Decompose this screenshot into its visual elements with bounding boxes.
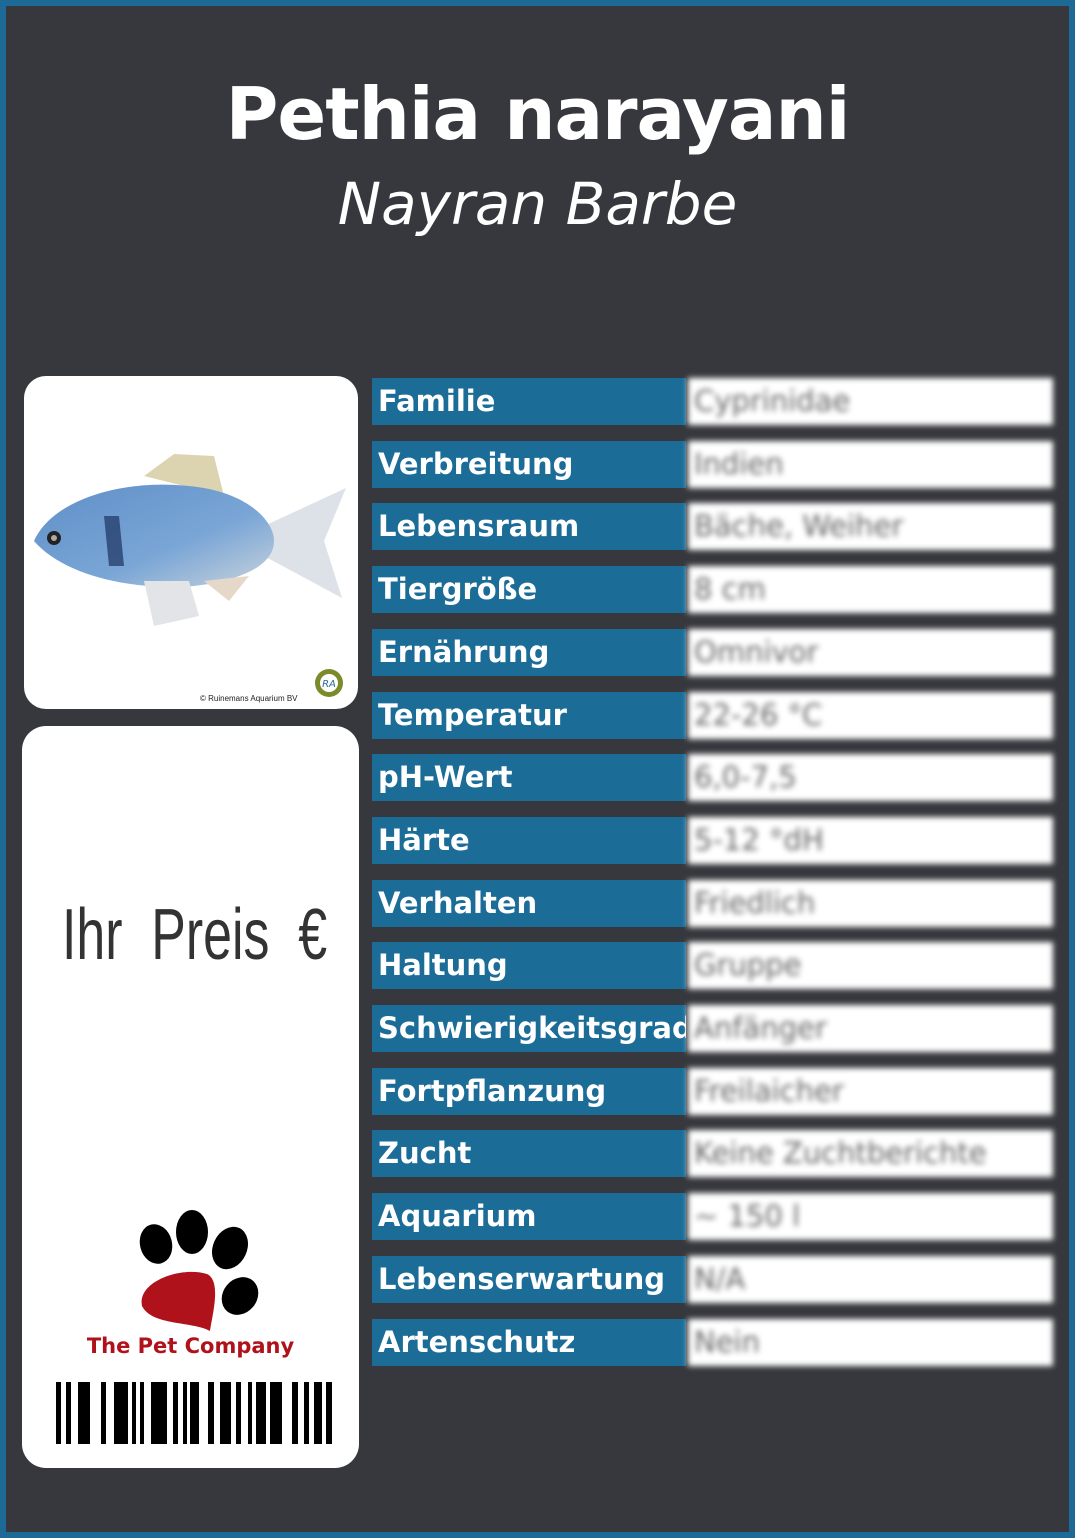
info-value: 6,0-7,5 [688, 754, 1053, 802]
info-row: Schwierigkeitsgrad Anfänger [372, 1005, 1053, 1052]
info-row: Lebensraum Bäche, Weiher [372, 503, 1053, 551]
info-value: Gruppe [688, 942, 1053, 990]
paw-logo-icon [139, 1210, 259, 1331]
info-value: Omnivor [688, 628, 1053, 676]
info-value: Friedlich [688, 879, 1053, 927]
info-label: Artenschutz [372, 1318, 686, 1366]
info-row: Aquarium ~ 150 l [372, 1193, 1053, 1241]
ruinemans-logo-icon: RA [315, 669, 343, 697]
info-label: Fortpflanzung [372, 1067, 686, 1115]
info-row: Verbreitung Indien [372, 440, 1053, 488]
info-row: Haltung Gruppe [372, 942, 1053, 990]
info-label: Haltung [372, 942, 686, 990]
fish-image [34, 454, 346, 626]
info-value: Keine Zuchtberichte [688, 1130, 1053, 1178]
info-row: Zucht Keine Zuchtberichte [372, 1130, 1053, 1178]
info-value: Anfänger [688, 1005, 1053, 1052]
info-row: Lebenserwartung N/A [372, 1255, 1053, 1303]
info-label: Tiergröße [372, 566, 686, 614]
info-label: Lebenserwartung [372, 1255, 686, 1303]
info-row: pH-Wert 6,0-7,5 [372, 754, 1053, 802]
info-value: Nein [688, 1318, 1053, 1366]
info-value: 22-26 °C [688, 691, 1053, 739]
info-row: Härte 5-12 °dH [372, 816, 1053, 864]
barcode [56, 1382, 332, 1444]
info-label: Temperatur [372, 691, 686, 739]
info-value: Indien [688, 440, 1053, 488]
info-row: Tiergröße 8 cm [372, 566, 1053, 614]
info-label: Schwierigkeitsgrad [372, 1005, 686, 1052]
info-row: Ernährung Omnivor [372, 628, 1053, 676]
info-value: Bäche, Weiher [688, 503, 1053, 551]
info-value: Cyprinidae [688, 378, 1053, 425]
info-value: 8 cm [688, 566, 1053, 614]
info-label: Lebensraum [372, 503, 686, 551]
info-row: Familie Cyprinidae [372, 378, 1053, 425]
svg-text:RA: RA [322, 679, 336, 690]
info-label: pH-Wert [372, 754, 686, 802]
price-label: Ihr Preis € [62, 895, 328, 975]
brand-name: The Pet Company [86, 1334, 295, 1358]
species-common-name: Nayran Barbe [337, 170, 738, 238]
info-value: N/A [688, 1255, 1053, 1303]
price-panel: Ihr Preis € The Pet Company [22, 726, 359, 1468]
info-value: ~ 150 l [688, 1193, 1053, 1241]
info-label: Verbreitung [372, 440, 686, 488]
species-scientific-name: Pethia narayani [225, 72, 851, 156]
photo-credit: © Ruinemans Aquarium BV [200, 694, 298, 703]
info-label: Zucht [372, 1130, 686, 1178]
info-label: Ernährung [372, 628, 686, 676]
info-label: Härte [372, 816, 686, 864]
fish-photo: RA © Ruinemans Aquarium BV [24, 376, 358, 709]
info-value: Freilaicher [688, 1067, 1053, 1115]
info-row: Artenschutz Nein [372, 1318, 1053, 1366]
info-row: Temperatur 22-26 °C [372, 691, 1053, 739]
info-value: 5-12 °dH [688, 816, 1053, 864]
info-label: Familie [372, 378, 686, 425]
info-row: Fortpflanzung Freilaicher [372, 1067, 1053, 1115]
info-label: Verhalten [372, 879, 686, 927]
info-row: Verhalten Friedlich [372, 879, 1053, 927]
info-label: Aquarium [372, 1193, 686, 1241]
